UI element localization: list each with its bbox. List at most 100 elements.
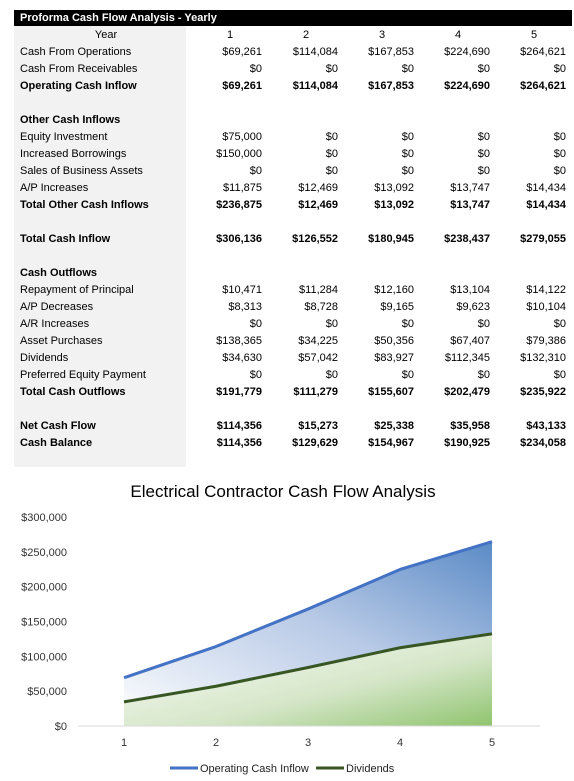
table-cell: $167,853 [368, 45, 414, 58]
row-label: Net Cash Flow [20, 419, 96, 432]
table-cell: $114,084 [292, 45, 338, 58]
table-cell: $14,434 [526, 198, 566, 211]
table-cell: $0 [477, 130, 490, 143]
table-row: Total Cash Outflows $191,779 $111,279 $155,… [14, 383, 572, 400]
table-cell: $69,261 [222, 45, 262, 58]
row-label: Total Cash Outflows [20, 385, 126, 398]
table-cell: $79,386 [526, 334, 566, 347]
table-cell: $0 [325, 164, 338, 177]
cash-flow-sheet: Proforma Cash Flow Analysis - Yearly Yea… [14, 10, 572, 467]
table-row: Cash Outflows [14, 264, 572, 281]
table-cell: $0 [325, 130, 338, 143]
table-cell: $0 [477, 147, 490, 160]
year-header-2: 2 [302, 28, 310, 41]
table-cell: $236,875 [216, 198, 262, 211]
spacer-row [14, 213, 572, 230]
table-cell: $114,356 [216, 436, 262, 449]
table-cell: $8,313 [228, 300, 262, 313]
table-cell [344, 264, 420, 281]
table-cell: $13,104 [450, 283, 490, 296]
table-cell: $13,747 [450, 198, 490, 211]
table-cell: $167,853 [368, 79, 414, 92]
year-header-label: Year [94, 28, 118, 41]
table-cell: $10,471 [222, 283, 262, 296]
spacer-row [14, 400, 572, 417]
y-tick-label: $50,000 [27, 686, 67, 698]
table-row: Cash From Receivables $0 $0 $0 $0 $0 [14, 60, 572, 77]
year-header-1: 1 [226, 28, 234, 41]
row-label: Other Cash Inflows [20, 113, 121, 126]
table-cell: $13,747 [450, 181, 490, 194]
table-cell: $0 [401, 62, 414, 75]
table-cell: $264,621 [520, 79, 566, 92]
year-header-3: 3 [378, 28, 386, 41]
table-cell: $67,407 [450, 334, 490, 347]
y-tick-label: $0 [55, 721, 67, 733]
table-row: Asset Purchases $138,365 $34,225 $50,356 $67… [14, 332, 572, 349]
table-row: Net Cash Flow $114,356 $15,273 $25,338 $35,9… [14, 417, 572, 434]
table-cell: $57,042 [298, 351, 338, 364]
table-row: A/P Decreases $8,313 $8,728 $9,165 $9,623 $10… [14, 298, 572, 315]
table-cell: $0 [477, 62, 490, 75]
table-cell: $34,225 [298, 334, 338, 347]
table-cell: $0 [477, 317, 490, 330]
table-cell: $0 [325, 62, 338, 75]
y-tick-label: $100,000 [21, 651, 67, 663]
table-cell [268, 264, 344, 281]
table-cell: $12,160 [374, 283, 414, 296]
table-cell: $0 [401, 368, 414, 381]
table-cell: $35,958 [450, 419, 490, 432]
table-cell: $12,469 [298, 181, 338, 194]
table-cell: $9,623 [456, 300, 490, 313]
row-label: Equity Investment [20, 130, 108, 143]
table-cell [192, 264, 268, 281]
row-label: Cash Outflows [20, 266, 98, 279]
sheet-title: Proforma Cash Flow Analysis - Yearly [14, 10, 572, 26]
row-label: Total Other Cash Inflows [20, 198, 149, 211]
table-cell: $11,875 [223, 181, 262, 194]
table-cell: $8,728 [304, 300, 338, 313]
table-row: Cash Balance $114,356 $129,629 $154,967 $190… [14, 434, 572, 451]
x-tick-label: 2 [213, 737, 219, 749]
row-label: Operating Cash Inflow [20, 79, 137, 92]
table-cell: $224,690 [444, 79, 490, 92]
table-cell: $14,434 [526, 181, 566, 194]
table-cell: $0 [553, 317, 566, 330]
table-row: Preferred Equity Payment $0 $0 $0 $0 $0 [14, 366, 572, 383]
table-cell: $83,927 [374, 351, 414, 364]
table-cell: $11,284 [299, 283, 338, 296]
table-cell [420, 111, 496, 128]
table-cell: $0 [401, 317, 414, 330]
table-cell: $279,055 [520, 232, 566, 245]
x-tick-label: 1 [121, 737, 127, 749]
table-cell: $126,552 [292, 232, 338, 245]
row-label: A/R Increases [20, 317, 90, 330]
series-line-2 [123, 632, 493, 704]
table-cell: $0 [401, 147, 414, 160]
table-cell: $12,469 [298, 198, 338, 211]
table-cell: $235,922 [520, 385, 566, 398]
table-cell: $43,133 [526, 419, 566, 432]
table-row: Repayment of Principal $10,471 $11,284 $12,… [14, 281, 572, 298]
legend-label-1: Operating Cash Inflow [200, 763, 309, 775]
table-row: Equity Investment $75,000 $0 $0 $0 $0 [14, 128, 572, 145]
table-cell: $138,365 [216, 334, 262, 347]
table-cell [268, 111, 344, 128]
cash-flow-table: Year 1 2 3 4 5 Cash From Operations $69,261 $114… [14, 26, 572, 451]
row-label: A/P Increases [20, 181, 89, 194]
table-cell: $13,092 [374, 181, 414, 194]
table-cell [420, 264, 496, 281]
row-label: Cash From Operations [20, 45, 132, 58]
series-line-1 [123, 540, 493, 680]
table-row: Increased Borrowings $150,000 $0 $0 $0 $0 [14, 145, 572, 162]
row-label: Asset Purchases [20, 334, 103, 347]
row-label: Sales of Business Assets [20, 164, 143, 177]
table-cell [496, 264, 572, 281]
row-label: Cash Balance [20, 436, 93, 449]
year-header-4: 4 [454, 28, 462, 41]
table-cell: $0 [477, 164, 490, 177]
label-column-background [14, 26, 186, 467]
row-label: Increased Borrowings [20, 147, 127, 160]
table-row: Cash From Operations $69,261 $114,084 $167,… [14, 43, 572, 60]
table-cell [344, 111, 420, 128]
